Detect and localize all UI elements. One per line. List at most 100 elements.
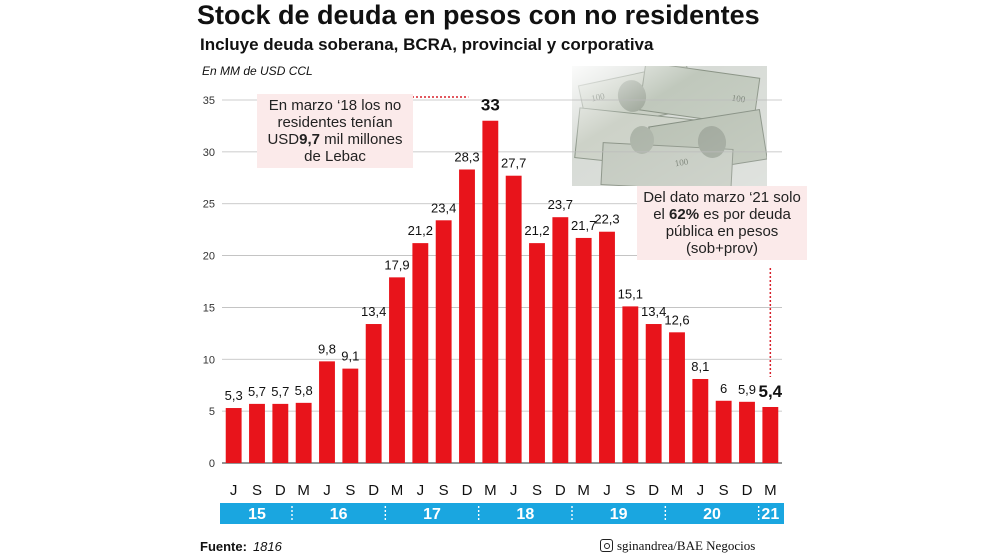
data-label: 21,2 [408,223,433,238]
data-label: 6 [720,381,727,396]
y-tick-label: 25 [203,199,215,211]
y-tick-label: 20 [203,251,215,263]
bar [272,403,289,463]
year-label: 17 [423,506,441,523]
data-label: 21,7 [571,218,596,233]
x-tick-label: S [439,482,449,499]
year-label: 16 [330,506,348,523]
y-tick-label: 5 [209,406,215,418]
data-label: 12,6 [664,312,689,327]
y-axis-label: En MM de USD CCL [202,64,313,78]
data-label: 8,1 [691,359,709,374]
x-tick-label: D [368,482,379,499]
data-label: 15,1 [618,286,643,301]
bar [412,243,429,463]
annotation-lebac-value: 9,7 [299,131,320,148]
y-tick-label: 35 [203,95,215,107]
year-band-background [220,503,784,524]
bar [435,220,452,463]
chart-subtitle: Incluye deuda soberana, BCRA, provincial… [200,35,654,54]
x-tick-label: M [391,482,404,499]
data-label: 28,3 [454,149,479,164]
x-tick-label: S [625,482,635,499]
year-label: 20 [703,506,721,523]
source-value: 1816 [252,539,282,554]
x-tick-label: S [345,482,355,499]
data-label: 13,4 [641,304,666,319]
bar [249,403,265,463]
x-tick-label: M [297,482,310,499]
bar [669,332,685,463]
grid-lines [222,99,782,464]
bar [529,243,545,463]
data-label: 21,2 [524,223,549,238]
year-label: 15 [248,506,266,523]
data-label: 13,4 [361,304,386,319]
x-tick-label: M [671,482,684,499]
y-tick-label: 30 [203,147,215,159]
x-tick-label: S [719,482,729,499]
annotation-lebac-text-2: mil millones de Lebac [304,131,403,165]
bar [342,368,359,463]
year-label: 21 [761,506,779,523]
x-tick-label: M [764,482,777,499]
x-tick-label: S [252,482,262,499]
money-photo: 100 100 100 [572,66,767,186]
data-labels: 5,3 5,7 5,7 5,8 9,8 9,1 13,4 17,9 21,2 23,4 28,3 33… [225,96,783,403]
x-tick-label: J [417,482,425,499]
data-label: 27,7 [501,156,526,171]
x-tick-label: J [603,482,611,499]
x-tick-label: S [532,482,542,499]
bar [505,175,522,463]
bars [225,120,779,463]
data-label: 17,9 [384,257,409,272]
year-label: 18 [516,506,534,523]
data-label: 22,3 [594,212,619,227]
y-tick-label: 15 [203,302,215,314]
bar [295,402,312,463]
data-label: 5,8 [295,383,313,398]
data-label: 5,7 [271,384,289,399]
data-label: 23,7 [548,197,573,212]
bar [319,361,335,463]
x-tick-label: J [697,482,705,499]
data-label: 33 [481,96,500,115]
data-label: 9,8 [318,341,336,356]
annotation-lebac-text-1: En marzo ‘18 los no residentes tenían US… [267,97,402,148]
x-tick-label: M [577,482,590,499]
annotation-lebac: En marzo ‘18 los no residentes tenían US… [257,94,413,168]
bar [225,408,242,463]
bar [552,217,569,463]
credit-handle[interactable]: sginandrea/BAE Negocios [617,538,756,553]
credit[interactable]: sginandrea/BAE Negocios [600,538,755,554]
annotation-lines [412,96,772,377]
x-tick-label: J [510,482,518,499]
x-tick-label: D [275,482,286,499]
bar [482,120,499,463]
year-band: 15 16 17 18 19 20 21 [220,503,784,524]
y-tick-label: 10 [203,354,215,366]
bar [692,378,709,463]
data-label: 5,7 [248,384,266,399]
data-label: 5,4 [759,382,783,401]
x-tick-label: J [230,482,238,499]
bar [459,169,475,463]
annotation-deuda-text-2: es por deuda pública en pesos (sob+prov) [665,206,791,257]
source-label: Fuente: [200,539,247,554]
annotation-deuda-text-1: Del dato marzo ‘21 solo el [643,189,801,223]
source: Fuente: 1816 [200,539,282,554]
bar [622,306,639,463]
x-tick-label: J [323,482,331,499]
bar [599,231,615,463]
instagram-icon [600,539,613,552]
data-label: 5,3 [225,388,243,403]
data-label: 9,1 [341,349,359,364]
y-axis-ticks: 0 5 10 15 20 25 30 35 [203,95,215,470]
annotation-deuda-value: 62% [669,206,700,223]
x-tick-label: M [484,482,497,499]
data-label: 5,9 [738,382,756,397]
y-tick-label: 0 [209,458,215,470]
x-tick-label: D [555,482,566,499]
